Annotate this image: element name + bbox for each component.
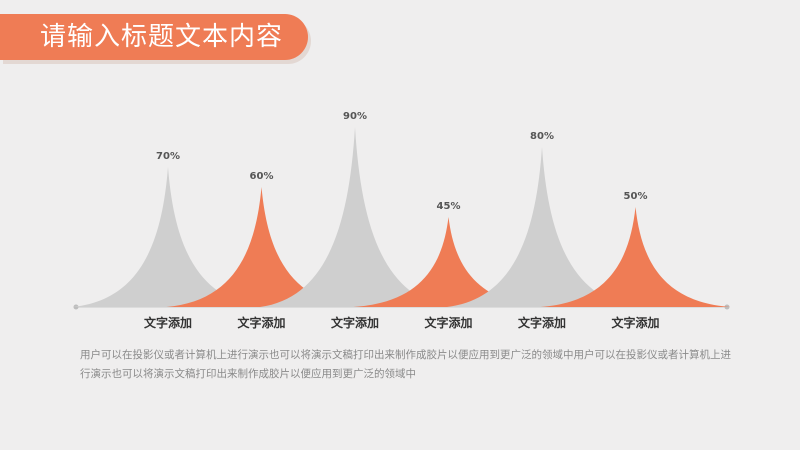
peak-6 [540,207,731,307]
peak-3 [260,127,450,307]
peak-5 [447,147,637,307]
category-label-4: 文字添加 [424,315,472,330]
value-label-3: 90% [343,111,367,122]
value-label-4: 45% [437,201,461,212]
category-label-5: 文字添加 [518,315,566,330]
value-label-2: 60% [250,171,274,182]
value-label-6: 50% [624,191,648,202]
peak-2 [166,187,357,307]
category-label-1: 文字添加 [144,315,192,330]
description-text: 用户可以在投影仪或者计算机上进行演示也可以将演示文稿打印出来制作成胶片以便应用到… [80,349,731,380]
title-banner: 请输入标题文本内容 [0,14,308,60]
category-label-2: 文字添加 [237,315,285,330]
peak-4 [353,217,544,307]
value-label-1: 70% [156,151,180,162]
value-label-5: 80% [530,131,554,142]
category-label-6: 文字添加 [611,315,659,330]
peak-1 [73,167,263,307]
peak-chart: 70% 文字添加 60% 文字添加 90% 文字添加 45% 文字添加 80% 文字添加 50% 文字… [73,111,731,330]
page-title: 请输入标题文本内容 [40,22,284,52]
category-label-3: 文字添加 [331,315,379,330]
